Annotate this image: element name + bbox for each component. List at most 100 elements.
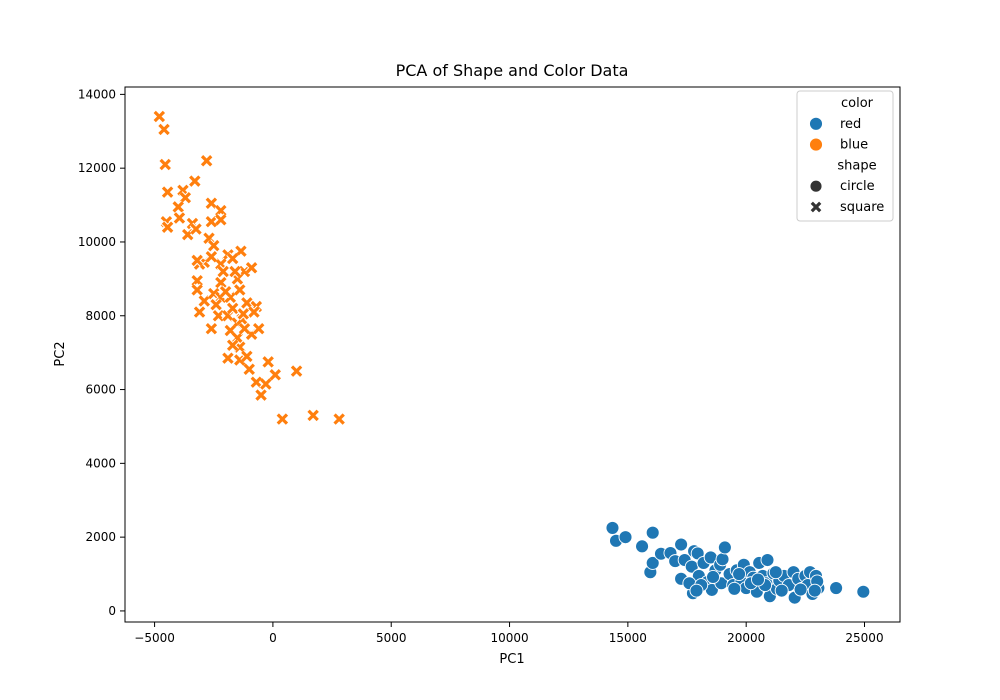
- data-point: [259, 377, 273, 391]
- data-point: [226, 338, 240, 352]
- marker-stroke: [208, 239, 220, 252]
- marker-stroke: [191, 274, 203, 287]
- marker-stroke: [222, 352, 234, 364]
- data-point: [161, 220, 175, 234]
- marker-stroke: [255, 389, 267, 401]
- marker-stroke: [212, 310, 225, 322]
- data-point: [674, 537, 689, 552]
- marker-stroke: [248, 306, 260, 318]
- data-point: [774, 583, 789, 598]
- data-point: [760, 553, 775, 567]
- marker-stroke: [161, 186, 174, 198]
- data-point: [240, 296, 254, 310]
- data-point: [204, 196, 218, 210]
- data-point: [234, 244, 248, 258]
- marker-stroke: [245, 262, 258, 274]
- x-tick-label: −5000: [134, 631, 175, 645]
- data-point: [221, 351, 235, 365]
- marker-stroke: [241, 350, 253, 363]
- marker-stroke: [241, 297, 253, 309]
- x-tick-label: 20000: [727, 631, 765, 645]
- data-point: [275, 412, 289, 426]
- data-point: [635, 539, 650, 554]
- data-point: [261, 355, 275, 369]
- data-point: [172, 211, 186, 225]
- data-point: [751, 572, 765, 587]
- data-point: [171, 200, 185, 214]
- data-point: [190, 283, 204, 297]
- legend-shape-marker: [809, 200, 823, 214]
- marker-stroke: [307, 409, 319, 422]
- legend-color-label: red: [840, 117, 861, 132]
- marker-stroke: [226, 302, 239, 315]
- data-point: [228, 265, 242, 278]
- data-point: [214, 276, 228, 289]
- data-point: [212, 309, 225, 323]
- data-point: [158, 158, 172, 171]
- data-point: [793, 582, 808, 597]
- marker-stroke: [252, 322, 265, 335]
- data-point: [226, 301, 240, 315]
- y-tick-label: 0: [108, 604, 116, 618]
- data-point: [768, 565, 783, 580]
- data-point: [242, 362, 256, 376]
- x-tick-label: 25000: [845, 631, 883, 645]
- marker-stroke: [262, 356, 274, 368]
- data-point: [204, 250, 218, 264]
- x-tick-label: 5000: [376, 631, 407, 645]
- x-tick-label: 15000: [609, 631, 647, 645]
- marker-stroke: [238, 322, 251, 335]
- series-blue: [152, 110, 346, 426]
- legend-shape-label: square: [840, 200, 884, 215]
- marker-stroke: [205, 322, 218, 335]
- marker-stroke: [333, 413, 345, 425]
- data-point: [193, 305, 206, 319]
- data-point: [214, 204, 228, 218]
- data-point: [245, 261, 259, 275]
- data-point: [240, 349, 254, 363]
- marker-stroke: [290, 365, 303, 377]
- marker-stroke: [250, 376, 263, 388]
- data-point: [161, 185, 175, 199]
- marker-stroke: [210, 298, 222, 311]
- data-point: [254, 388, 268, 402]
- marker-stroke: [215, 276, 227, 289]
- data-point: [157, 122, 171, 136]
- marker-stroke: [173, 212, 186, 224]
- legend-shape-label: circle: [840, 179, 875, 194]
- data-point: [807, 583, 822, 598]
- data-point: [856, 584, 871, 599]
- data-point: [645, 525, 660, 540]
- data-point: [332, 412, 346, 426]
- marker-stroke: [215, 214, 227, 226]
- marker-stroke: [217, 265, 229, 278]
- data-point: [706, 570, 721, 584]
- marker-stroke: [189, 175, 201, 187]
- data-point: [200, 154, 214, 168]
- marker-stroke: [234, 284, 246, 296]
- chart-title: PCA of Shape and Color Data: [396, 61, 629, 80]
- marker-stroke: [219, 286, 232, 298]
- legend-title-shape: shape: [837, 158, 876, 173]
- data-point: [717, 540, 732, 555]
- legend-shape-marker: [809, 179, 823, 193]
- data-point: [204, 215, 218, 229]
- axes-frame: [124, 86, 901, 623]
- legend: color red blue shape circle square: [796, 90, 894, 222]
- legend-title-color: color: [841, 96, 874, 111]
- marker-stroke: [153, 110, 166, 123]
- marker-stroke: [810, 201, 822, 213]
- x-axis-label: PC1: [499, 652, 524, 667]
- data-point: [204, 322, 218, 336]
- plot-area: −5000 0 5000 10000 15000 20000 25000 0 2000 4000 6…: [78, 86, 901, 645]
- y-tick-label: 14000: [78, 87, 116, 101]
- marker-stroke: [200, 155, 213, 167]
- legend-color-label: blue: [840, 138, 868, 153]
- x-tick-label: 0: [269, 631, 277, 645]
- y-tick-label: 8000: [85, 309, 116, 323]
- data-point: [605, 520, 620, 535]
- y-tick-label: 2000: [85, 530, 116, 544]
- legend-color-marker: [809, 116, 823, 131]
- marker-stroke: [193, 306, 206, 318]
- marker-stroke: [191, 254, 203, 267]
